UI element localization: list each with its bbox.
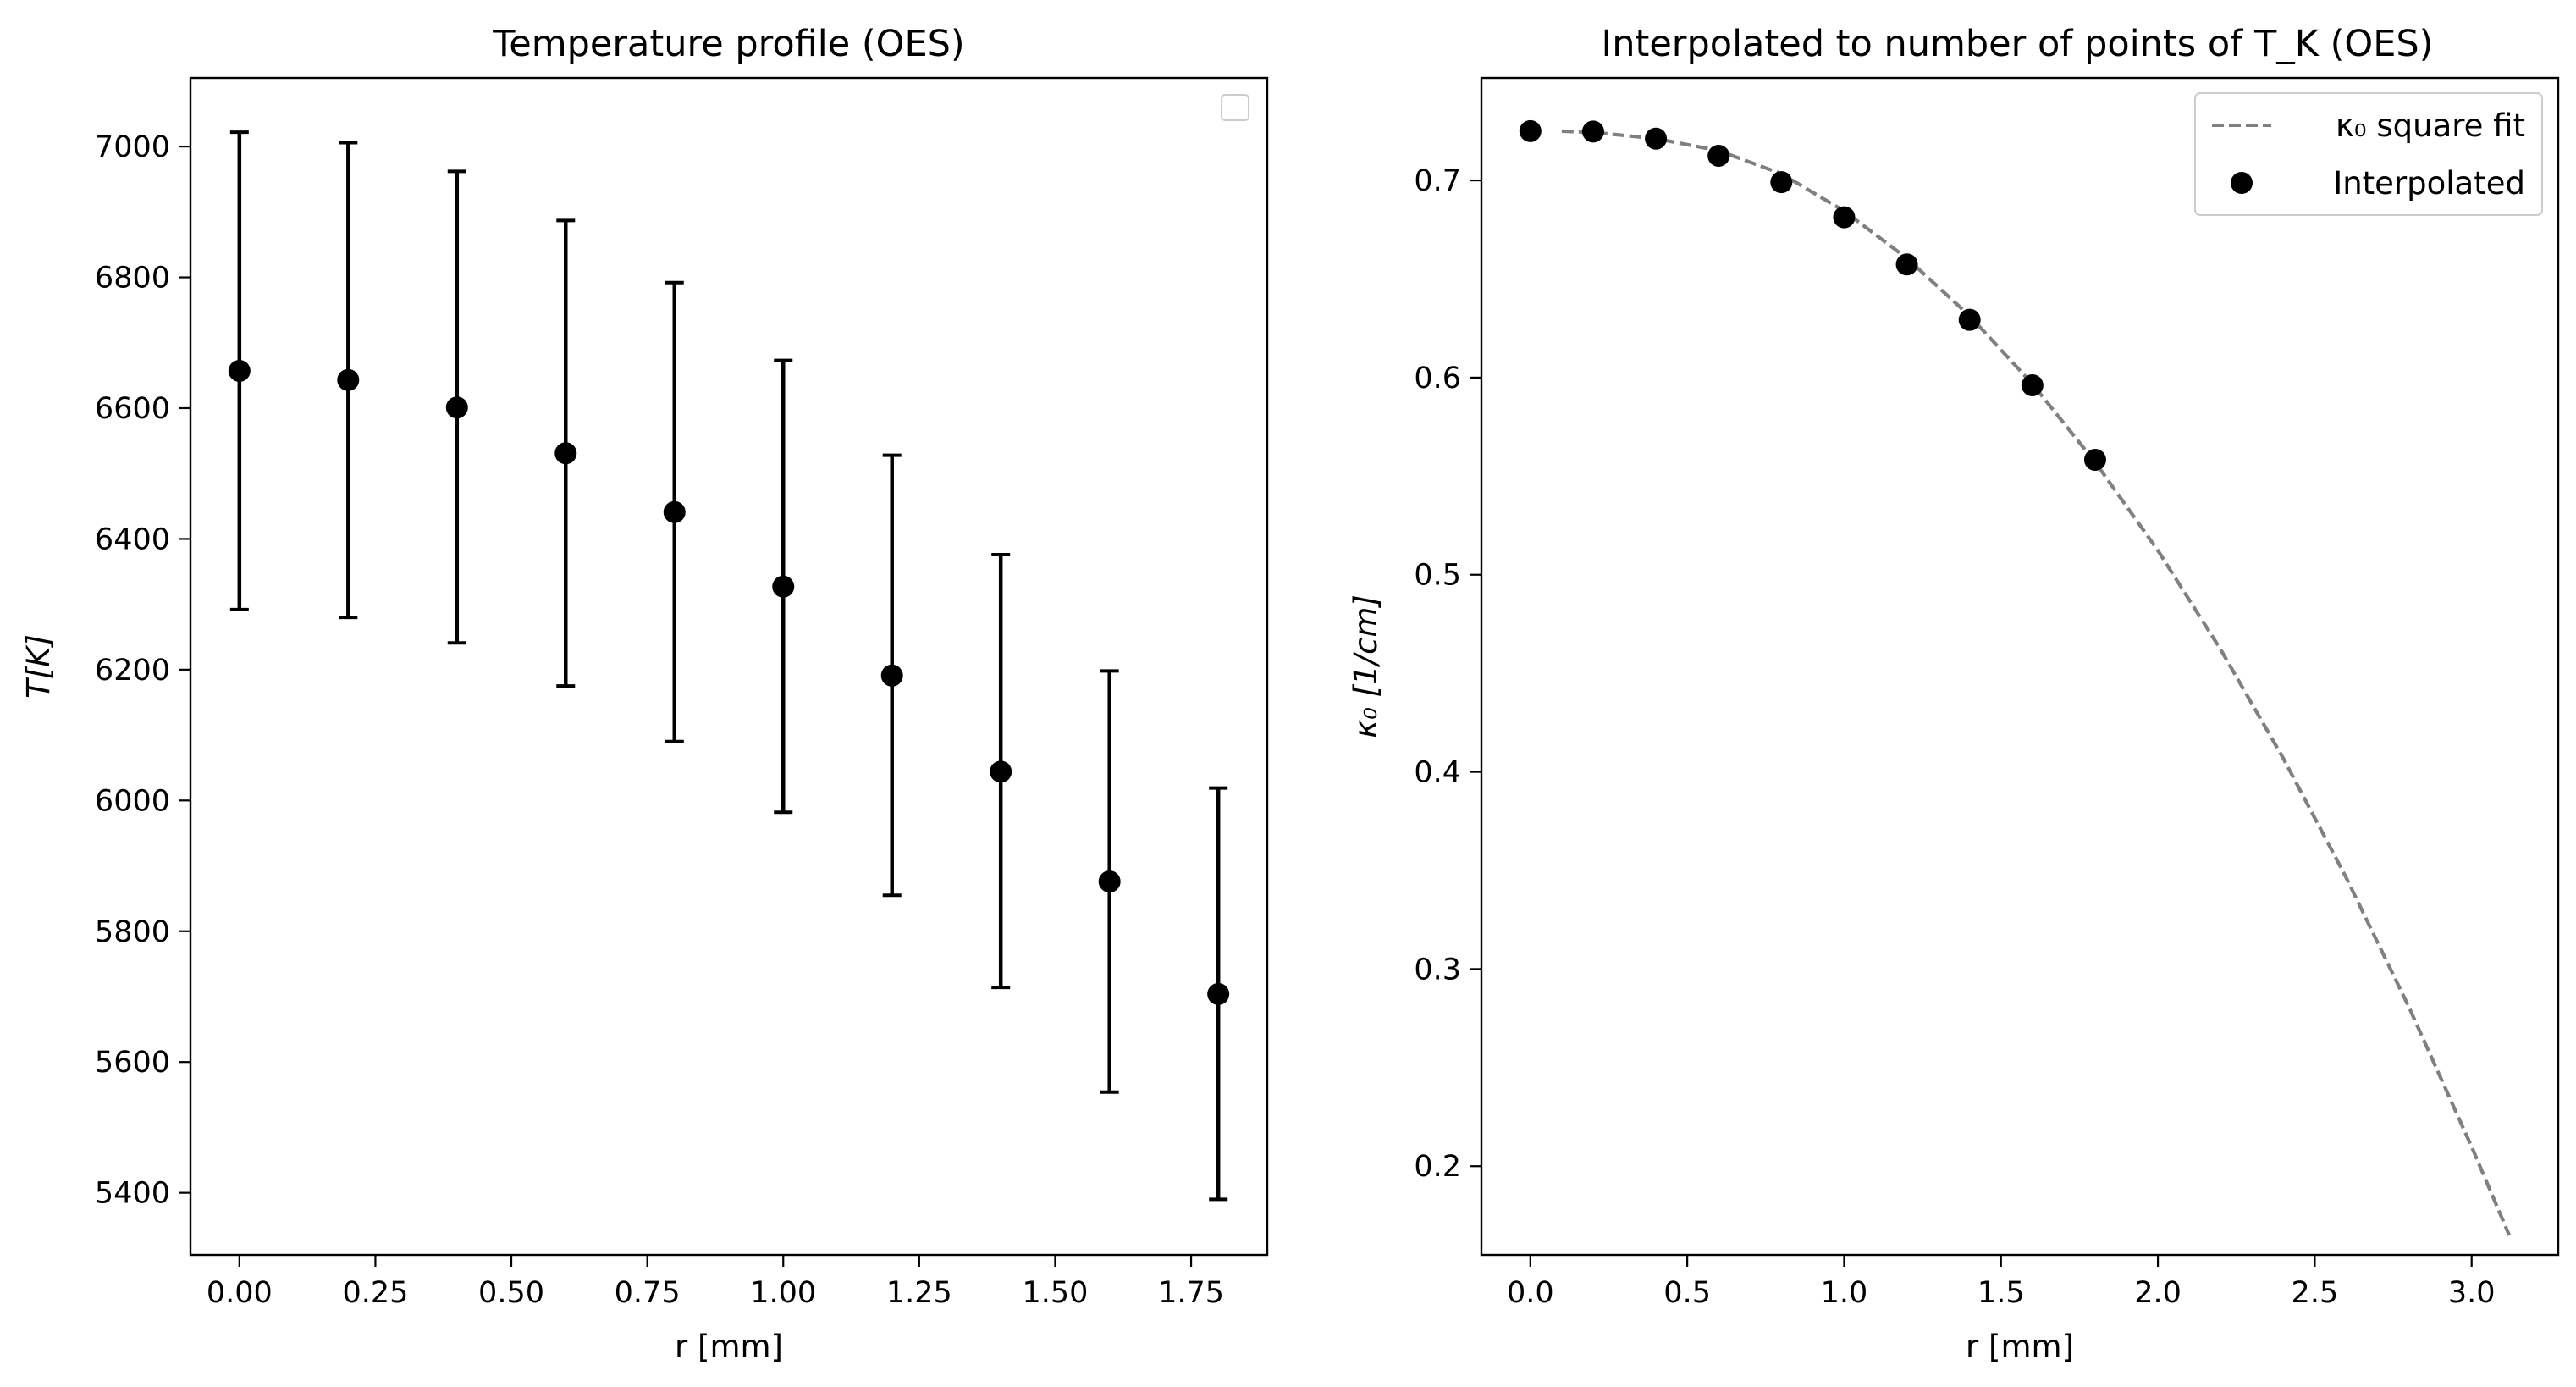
- interpolated-point: [1519, 119, 1542, 142]
- right-x-tick-label: 2.0: [2134, 1276, 2182, 1310]
- left-y-tick-label: 6000: [95, 784, 170, 818]
- right-y-tick-label: 0.4: [1414, 756, 1461, 790]
- interpolated-point: [1770, 171, 1793, 194]
- right-y-axis-label: κ₀ [1/cm]: [1348, 594, 1384, 738]
- left-x-tick-label: 1.75: [1158, 1276, 1224, 1310]
- right-y-tick-label: 0.6: [1414, 362, 1461, 395]
- left-x-tick-label: 1.00: [750, 1276, 816, 1310]
- right-plot-frame: [1480, 76, 2560, 1257]
- right-chart-title: Interpolated to number of points of T_K …: [1602, 23, 2434, 65]
- right-x-axis-label: r [mm]: [1966, 1329, 2074, 1365]
- left-x-tick-label: 1.50: [1022, 1276, 1088, 1310]
- right-x-tick-label: 3.0: [2448, 1276, 2496, 1310]
- temperature-point: [880, 664, 903, 687]
- temperature-point: [554, 442, 577, 465]
- temperature-point: [1207, 982, 1230, 1005]
- temperature-point: [337, 368, 360, 391]
- interpolated-point: [2021, 373, 2044, 396]
- left-y-tick-label: 5400: [95, 1177, 170, 1211]
- left-y-tick-label: 6200: [95, 654, 170, 688]
- left-x-tick-label: 0.50: [478, 1276, 544, 1310]
- interpolated-point: [1833, 206, 1856, 229]
- right-y-tick-label: 0.5: [1414, 559, 1461, 593]
- left-x-tick-label: 1.25: [886, 1276, 952, 1310]
- legend-marker-swatch: [2231, 172, 2253, 194]
- square-fit-line: [1561, 129, 2512, 1236]
- right-chart: Interpolated to number of points of T_K …: [1348, 23, 2560, 1365]
- right-x-tick-label: 1.0: [1821, 1276, 1868, 1310]
- left-chart-title: Temperature profile (OES): [492, 23, 964, 65]
- left-y-tick-label: 5600: [95, 1046, 170, 1080]
- legend-label-interpolated: Interpolated: [2333, 165, 2525, 202]
- interpolated-point: [1958, 308, 1981, 331]
- interpolated-point: [1707, 144, 1730, 167]
- right-x-tick-label: 0.5: [1663, 1276, 1711, 1310]
- left-y-axis-label: T[K]: [20, 634, 57, 699]
- legend-label-square-fit: κ₀ square fit: [2336, 108, 2525, 144]
- temperature-point: [228, 359, 251, 382]
- left-y-tick-label: 6600: [95, 392, 170, 426]
- interpolated-point: [1895, 253, 1918, 276]
- right-legend-box: [2194, 92, 2543, 216]
- left-plot-frame: [189, 76, 1269, 1257]
- left-y-tick-label: 6400: [95, 522, 170, 556]
- right-y-tick-label: 0.3: [1414, 953, 1461, 986]
- interpolated-point: [2083, 448, 2106, 471]
- interpolated-point: [1645, 127, 1668, 150]
- left-chart: Temperature profile (OES) 0.00 0.25 0.50 0.…: [20, 23, 1269, 1365]
- right-x-tick-label: 0.0: [1507, 1276, 1554, 1310]
- right-y-tick-label: 0.2: [1414, 1150, 1461, 1184]
- left-x-tick-label: 0.75: [615, 1276, 681, 1310]
- temperature-point: [663, 500, 686, 523]
- right-y-tick-label: 0.7: [1414, 164, 1461, 198]
- left-x-axis-label: r [mm]: [675, 1329, 783, 1365]
- temperature-point: [445, 396, 468, 419]
- temperature-point: [772, 575, 795, 598]
- temperature-point: [990, 760, 1012, 783]
- left-y-tick-label: 7000: [95, 130, 170, 164]
- interpolated-point: [1581, 120, 1604, 143]
- left-y-tick-label: 6800: [95, 262, 170, 296]
- left-x-tick-label: 0.00: [207, 1276, 273, 1310]
- right-x-tick-label: 2.5: [2292, 1276, 2339, 1310]
- right-legend: κ₀ square fit Interpolated: [2194, 92, 2543, 216]
- right-x-tick-label: 1.5: [1978, 1276, 2025, 1310]
- temperature-point: [1098, 870, 1121, 893]
- left-x-tick-label: 0.25: [342, 1276, 408, 1310]
- left-y-tick-label: 5800: [95, 915, 170, 949]
- left-legend-box: [1221, 94, 1249, 121]
